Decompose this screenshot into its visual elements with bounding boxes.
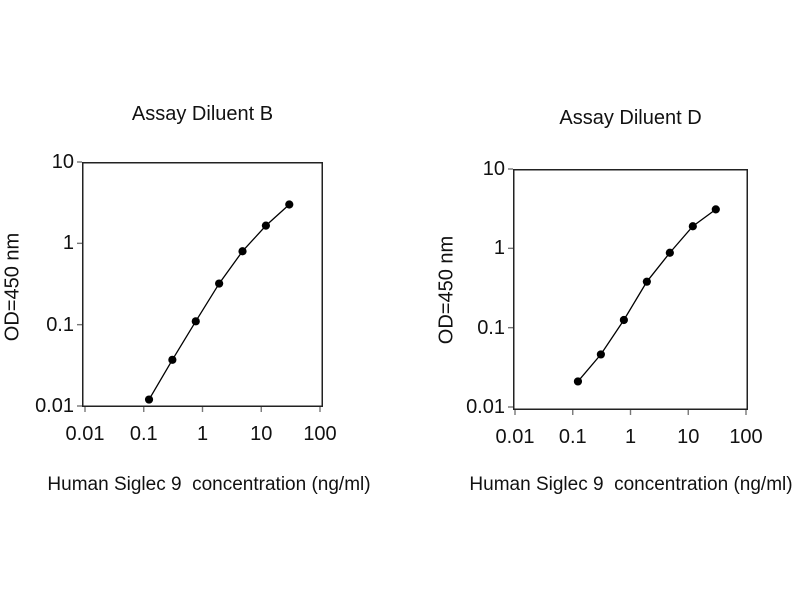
data-point [711, 205, 720, 214]
data-point [144, 395, 154, 404]
x-tick-label: 0.1 [129, 423, 158, 445]
y-tick-label: 10 [482, 158, 505, 180]
x-tick-label: 100 [729, 426, 763, 448]
x-tick-label: 0.01 [495, 426, 535, 448]
plot-area [508, 168, 748, 415]
x-tick-label: 0.1 [558, 426, 587, 448]
data-point [596, 350, 605, 359]
data-point [573, 377, 583, 386]
x-tick-label: 1 [196, 423, 209, 445]
chart-title: Assay Diluent D [559, 107, 702, 129]
data-point [285, 200, 294, 209]
data-point [665, 248, 674, 257]
chart-assay-diluent-d: Assay Diluent D OD=450 nm Human Siglec 9… [436, 107, 793, 495]
y-tick-label: 1 [493, 237, 505, 260]
x-tick-label: 10 [677, 426, 700, 448]
data-point [168, 355, 177, 364]
y-tick-label: 0.1 [477, 316, 505, 339]
plot-area [77, 161, 323, 412]
data-point [619, 315, 628, 325]
data-point [688, 222, 697, 231]
y-tick-label: 1 [62, 232, 74, 255]
plot-border [513, 169, 748, 410]
chart-assay-diluent-b: Assay Diluent B OD=450 nm Human Siglec 9… [2, 103, 371, 495]
data-point [191, 317, 200, 326]
x-tick-label: 10 [250, 423, 273, 445]
y-tick-label: 10 [51, 151, 74, 173]
y-tick-label: 0.01 [35, 395, 74, 417]
x-tick-label: 0.01 [65, 423, 105, 445]
y-tick-label: 0.01 [466, 396, 505, 418]
data-point [261, 221, 270, 230]
x-axis-label: Human Siglec 9 concentration (ng/ml) [47, 474, 371, 495]
plot-border [82, 162, 323, 407]
x-tick-label: 1 [624, 426, 637, 448]
y-tick-label: 0.1 [46, 313, 74, 336]
data-point [215, 279, 224, 288]
data-point [238, 247, 247, 256]
x-tick-label: 100 [303, 423, 337, 445]
data-line [148, 204, 290, 400]
data-point [642, 277, 651, 286]
chart-title: Assay Diluent B [131, 103, 274, 125]
x-axis-label: Human Siglec 9 concentration (ng/ml) [469, 474, 793, 495]
